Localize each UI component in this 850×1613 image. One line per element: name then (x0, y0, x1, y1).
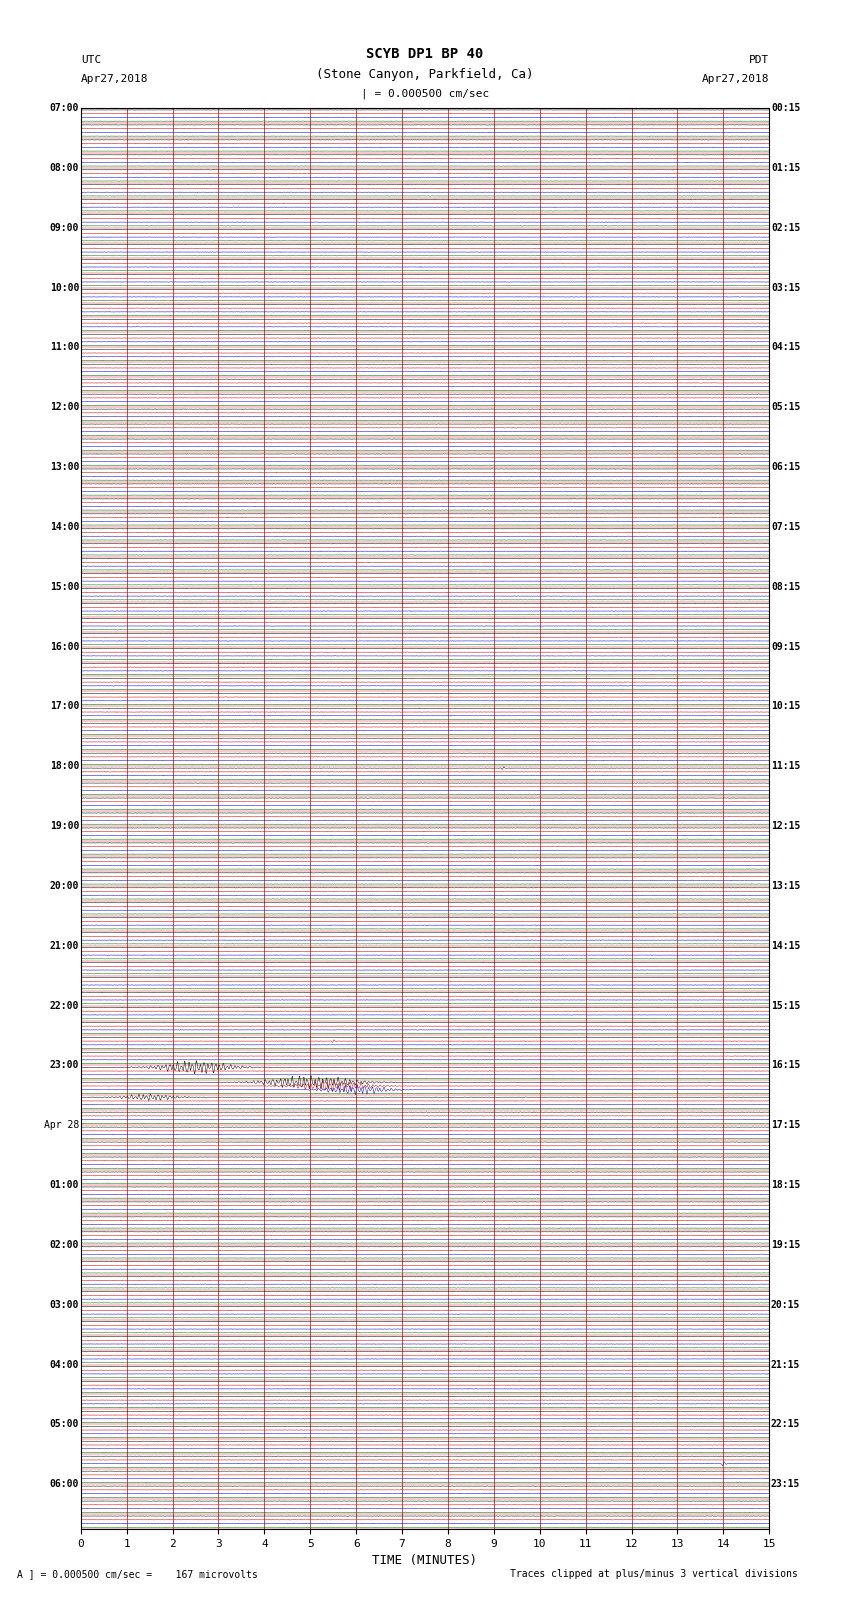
Text: 16:15: 16:15 (771, 1060, 801, 1071)
Text: Apr27,2018: Apr27,2018 (81, 74, 148, 84)
Text: 09:00: 09:00 (49, 223, 79, 232)
Text: 08:00: 08:00 (49, 163, 79, 173)
Text: UTC: UTC (81, 55, 101, 65)
Text: 04:00: 04:00 (49, 1360, 79, 1369)
Text: 01:15: 01:15 (771, 163, 801, 173)
Text: A ] = 0.000500 cm/sec =    167 microvolts: A ] = 0.000500 cm/sec = 167 microvolts (17, 1569, 258, 1579)
Text: (Stone Canyon, Parkfield, Ca): (Stone Canyon, Parkfield, Ca) (316, 68, 534, 81)
Text: 14:15: 14:15 (771, 940, 801, 950)
Text: 17:00: 17:00 (49, 702, 79, 711)
Text: 12:00: 12:00 (49, 402, 79, 413)
Text: 06:15: 06:15 (771, 461, 801, 473)
Text: 11:00: 11:00 (49, 342, 79, 352)
Text: 17:15: 17:15 (771, 1121, 801, 1131)
Text: 04:15: 04:15 (771, 342, 801, 352)
Text: 11:15: 11:15 (771, 761, 801, 771)
Text: 03:00: 03:00 (49, 1300, 79, 1310)
Text: 18:15: 18:15 (771, 1181, 801, 1190)
Text: PDT: PDT (749, 55, 769, 65)
Text: 05:15: 05:15 (771, 402, 801, 413)
Text: 05:00: 05:00 (49, 1419, 79, 1429)
Text: Traces clipped at plus/minus 3 vertical divisions: Traces clipped at plus/minus 3 vertical … (510, 1569, 798, 1579)
Text: 20:15: 20:15 (771, 1300, 801, 1310)
Text: 03:15: 03:15 (771, 282, 801, 292)
Text: Apr27,2018: Apr27,2018 (702, 74, 769, 84)
X-axis label: TIME (MINUTES): TIME (MINUTES) (372, 1555, 478, 1568)
Text: 15:00: 15:00 (49, 582, 79, 592)
Text: 13:00: 13:00 (49, 461, 79, 473)
Text: SCYB DP1 BP 40: SCYB DP1 BP 40 (366, 47, 484, 61)
Text: 19:15: 19:15 (771, 1240, 801, 1250)
Text: 22:15: 22:15 (771, 1419, 801, 1429)
Text: 07:00: 07:00 (49, 103, 79, 113)
Text: 02:15: 02:15 (771, 223, 801, 232)
Text: 07:15: 07:15 (771, 523, 801, 532)
Text: 21:00: 21:00 (49, 940, 79, 950)
Text: 22:00: 22:00 (49, 1000, 79, 1011)
Text: 23:00: 23:00 (49, 1060, 79, 1071)
Text: 19:00: 19:00 (49, 821, 79, 831)
Text: 13:15: 13:15 (771, 881, 801, 890)
Text: | = 0.000500 cm/sec: | = 0.000500 cm/sec (361, 89, 489, 98)
Text: 06:00: 06:00 (49, 1479, 79, 1489)
Text: 14:00: 14:00 (49, 523, 79, 532)
Text: 01:00: 01:00 (49, 1181, 79, 1190)
Text: 10:00: 10:00 (49, 282, 79, 292)
Text: 18:00: 18:00 (49, 761, 79, 771)
Text: 00:15: 00:15 (771, 103, 801, 113)
Text: 20:00: 20:00 (49, 881, 79, 890)
Text: 16:00: 16:00 (49, 642, 79, 652)
Text: 12:15: 12:15 (771, 821, 801, 831)
Text: 08:15: 08:15 (771, 582, 801, 592)
Text: 21:15: 21:15 (771, 1360, 801, 1369)
Text: 10:15: 10:15 (771, 702, 801, 711)
Text: 02:00: 02:00 (49, 1240, 79, 1250)
Text: Apr 28: Apr 28 (44, 1121, 79, 1131)
Text: 15:15: 15:15 (771, 1000, 801, 1011)
Text: 23:15: 23:15 (771, 1479, 801, 1489)
Text: 09:15: 09:15 (771, 642, 801, 652)
